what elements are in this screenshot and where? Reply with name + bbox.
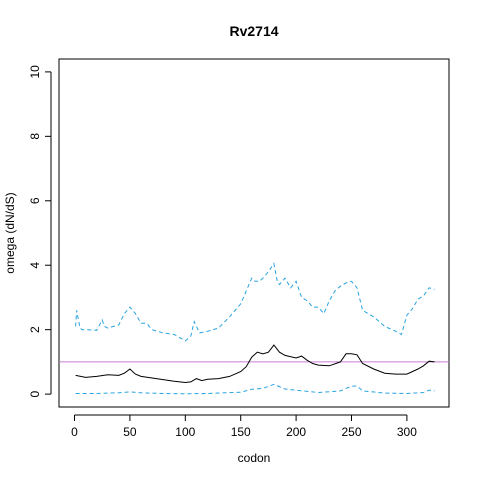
x-tick-label: 50 [123,425,137,439]
y-tick-label: 8 [28,133,42,140]
y-tick-label: 2 [28,326,42,333]
x-axis: 0 50 100 150 200 250 300 [71,414,417,439]
y-tick-label: 0 [28,390,42,397]
chart-title: Rv2714 [229,23,278,39]
y-tick-label: 4 [28,262,42,269]
y-tick-label: 6 [28,197,42,204]
series-line-upper [75,262,435,342]
plot-layer [59,262,449,395]
y-axis-label: omega (dN/dS) [3,192,17,273]
plot-frame [58,58,450,408]
series-line-estimate [75,344,435,384]
x-tick-label: 200 [286,425,306,439]
y-tick-label: 10 [28,65,42,79]
x-axis-label: codon [238,451,271,465]
x-tick-label: 100 [175,425,195,439]
x-tick-label: 150 [231,425,251,439]
x-tick-label: 250 [341,425,361,439]
x-tick-label: 300 [397,425,417,439]
y-axis: 0 2 4 6 8 10 [28,65,52,397]
x-tick-label: 0 [71,425,78,439]
series-line-lower [75,383,435,395]
